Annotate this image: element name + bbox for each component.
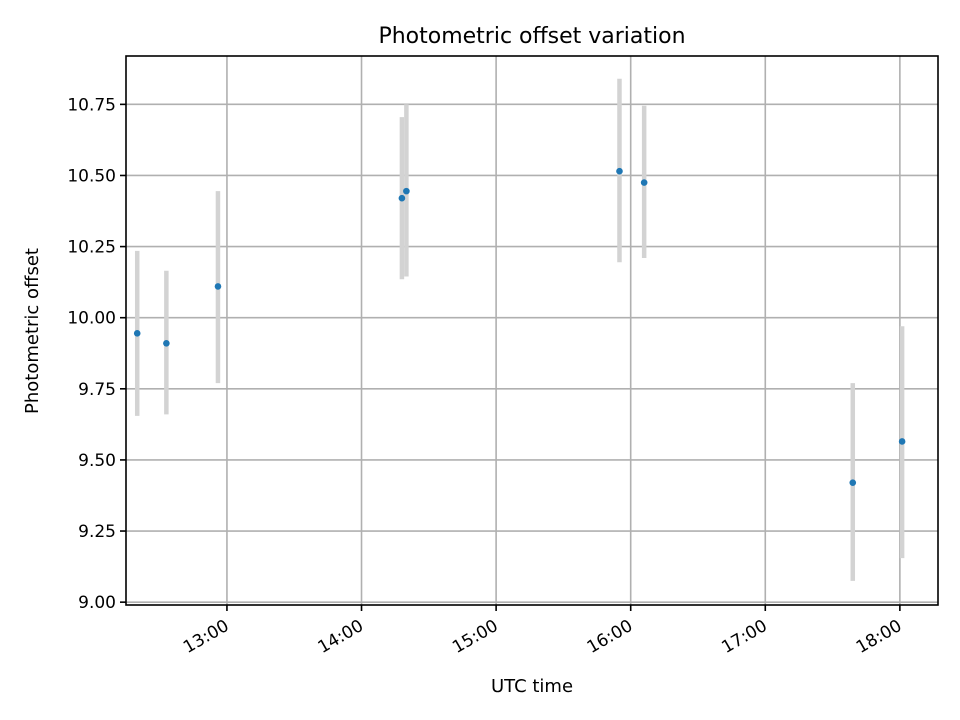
y-axis-label: Photometric offset [22, 248, 43, 414]
data-point [214, 283, 222, 290]
data-point [133, 330, 141, 337]
point-layer [133, 167, 906, 486]
data-point [898, 438, 906, 445]
y-tick-label: 10.25 [67, 238, 116, 258]
data-point [616, 167, 623, 175]
data-point [163, 340, 170, 347]
y-tick-label: 9.50 [78, 451, 116, 471]
y-tick-label: 10.50 [67, 166, 116, 186]
y-tick-label: 9.75 [78, 380, 116, 400]
y-tick-label: 10.00 [67, 309, 116, 329]
tick-layer: 13:00 14:00 15:00 16:00 17:00 18:009.009.259.… [67, 95, 905, 657]
data-point [403, 187, 410, 195]
data-point [398, 194, 406, 202]
y-tick-label: 10.75 [67, 95, 116, 115]
data-point [849, 479, 857, 486]
y-tick-label: 9.25 [78, 522, 116, 542]
chart-title: Photometric offset variation [378, 24, 685, 49]
data-point [640, 179, 648, 186]
x-axis-label: UTC time [491, 676, 573, 697]
plot-frame [125, 55, 939, 606]
y-tick-label: 9.00 [78, 593, 116, 613]
